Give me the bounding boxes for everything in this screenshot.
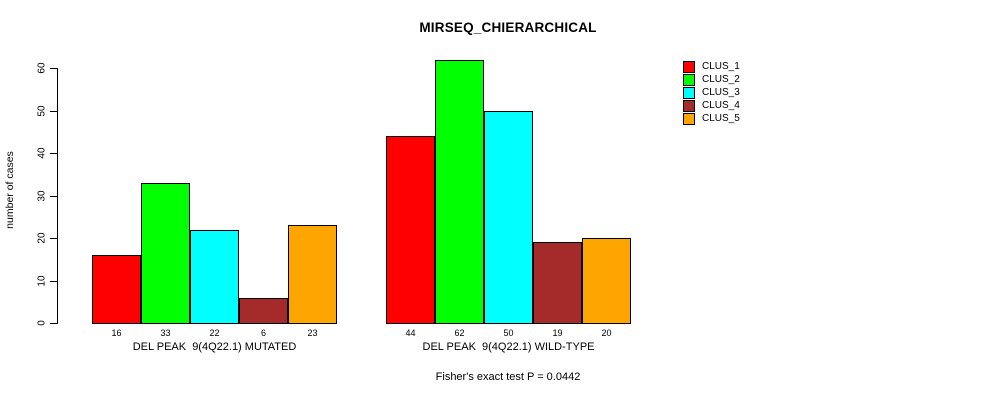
bar-clus_1-group2 — [386, 136, 435, 324]
legend-label: CLUS_5 — [702, 113, 740, 124]
y-tick-mark — [50, 323, 57, 324]
y-tick-label: 40 — [36, 147, 48, 159]
y-axis-line — [57, 68, 58, 324]
bar-value-label: 62 — [454, 328, 465, 338]
legend-row-clus_1: CLUS_1 — [683, 60, 740, 73]
legend-row-clus_5: CLUS_5 — [683, 112, 740, 125]
group-label-2: DEL PEAK 9(4Q22.1) WILD-TYPE — [422, 341, 595, 353]
bar-value-label: 50 — [503, 328, 514, 338]
bar-value-label: 22 — [209, 328, 220, 338]
legend-swatch-icon — [683, 112, 695, 125]
legend-label: CLUS_2 — [702, 74, 740, 85]
bar-value-label: 44 — [405, 328, 416, 338]
legend-swatch-icon — [683, 73, 695, 86]
bar-value-label: 16 — [111, 328, 122, 338]
y-tick-mark — [50, 153, 57, 154]
y-tick-mark — [50, 238, 57, 239]
y-tick-label: 20 — [36, 232, 48, 244]
legend-row-clus_3: CLUS_3 — [683, 86, 740, 99]
legend-label: CLUS_4 — [702, 100, 740, 111]
y-tick-label: 10 — [36, 274, 48, 287]
bar-value-label: 23 — [307, 328, 318, 338]
y-axis-label: number of cases — [4, 151, 16, 229]
legend-label: CLUS_1 — [702, 61, 740, 72]
bar-value-label: 19 — [552, 328, 563, 338]
bar-clus_2-group1 — [141, 182, 190, 324]
y-tick-mark — [50, 195, 57, 197]
legend-label: CLUS_3 — [702, 87, 740, 98]
bar-clus_4-group1 — [239, 297, 288, 324]
bar-clus_5-group2 — [582, 238, 631, 324]
fisher-test-caption: Fisher's exact test P = 0.0442 — [435, 371, 581, 383]
bar-clus_3-group1 — [190, 229, 239, 324]
legend-swatch-icon — [683, 60, 695, 73]
group-label-1: DEL PEAK 9(4Q22.1) MUTATED — [132, 341, 297, 353]
y-tick-label: 60 — [36, 62, 48, 74]
legend-row-clus_2: CLUS_2 — [683, 73, 740, 86]
bar-clus_1-group1 — [92, 255, 141, 324]
legend-row-clus_4: CLUS_4 — [683, 99, 740, 112]
y-tick-label: 0 — [36, 320, 48, 326]
bar-clus_2-group2 — [435, 59, 484, 324]
y-tick-mark — [50, 110, 57, 112]
chart-title: MIRSEQ_CHIERARCHICAL — [419, 20, 597, 35]
legend-swatch-icon — [683, 86, 695, 99]
y-tick-label: 50 — [36, 104, 48, 117]
bar-clus_5-group1 — [288, 225, 337, 324]
bar-clus_4-group2 — [533, 242, 582, 324]
y-tick-mark — [50, 68, 57, 69]
bar-clus_3-group2 — [484, 110, 533, 324]
legend: CLUS_1 CLUS_2 CLUS_3 CLUS_4 CLUS_5 — [683, 60, 740, 125]
bar-value-label: 33 — [160, 328, 171, 338]
y-tick-label: 30 — [36, 189, 48, 202]
bar-value-label: 6 — [260, 328, 266, 338]
y-tick-mark — [50, 280, 57, 282]
legend-swatch-icon — [683, 99, 695, 112]
bar-value-label: 20 — [601, 328, 612, 338]
